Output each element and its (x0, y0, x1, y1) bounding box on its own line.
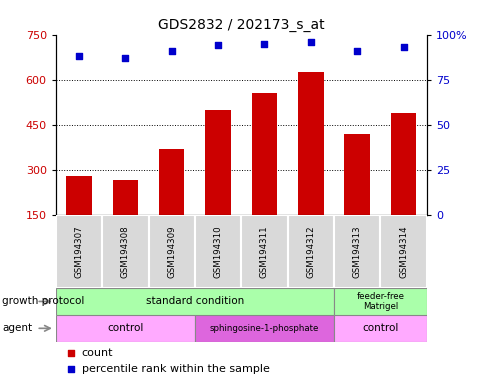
Bar (333, 315, 426, 342)
Bar (205, 110, 230, 215)
Bar (195, 315, 333, 342)
Bar (112, 180, 138, 215)
Text: growth protocol: growth protocol (2, 296, 85, 306)
Text: GSM194307: GSM194307 (75, 225, 83, 278)
Bar (159, 149, 184, 215)
Text: GSM194312: GSM194312 (306, 225, 315, 278)
Title: GDS2832 / 202173_s_at: GDS2832 / 202173_s_at (158, 18, 324, 32)
Text: GSM194310: GSM194310 (213, 225, 222, 278)
Text: count: count (82, 348, 113, 358)
Point (167, 48, 175, 54)
Bar (390, 113, 415, 215)
Point (67, 349, 75, 356)
Text: percentile rank within the sample: percentile rank within the sample (82, 364, 269, 374)
Point (353, 48, 361, 54)
Point (67, 366, 75, 372)
Point (399, 44, 407, 50)
Bar (344, 134, 369, 215)
Text: feeder-free
Matrigel: feeder-free Matrigel (356, 292, 404, 311)
Bar (333, 215, 379, 288)
Bar (333, 288, 426, 315)
Bar (56, 215, 102, 288)
Point (121, 55, 129, 61)
Bar (56, 315, 195, 342)
Point (260, 41, 268, 47)
Bar (379, 215, 426, 288)
Bar (195, 215, 241, 288)
Text: sphingosine-1-phosphate: sphingosine-1-phosphate (210, 324, 318, 333)
Text: agent: agent (2, 323, 32, 333)
Bar (287, 215, 333, 288)
Text: standard condition: standard condition (146, 296, 243, 306)
Bar (241, 215, 287, 288)
Point (75, 53, 83, 59)
Point (214, 42, 222, 48)
Text: control: control (107, 323, 143, 333)
Text: GSM194308: GSM194308 (121, 225, 130, 278)
Text: GSM194313: GSM194313 (352, 225, 361, 278)
Point (306, 39, 314, 45)
Bar (56, 288, 333, 315)
Bar (66, 176, 91, 215)
Bar (102, 215, 148, 288)
Text: GSM194314: GSM194314 (398, 225, 407, 278)
Bar (148, 215, 195, 288)
Text: GSM194309: GSM194309 (167, 225, 176, 278)
Bar (298, 72, 323, 215)
Text: control: control (362, 323, 398, 333)
Bar (251, 93, 277, 215)
Text: GSM194311: GSM194311 (259, 225, 269, 278)
